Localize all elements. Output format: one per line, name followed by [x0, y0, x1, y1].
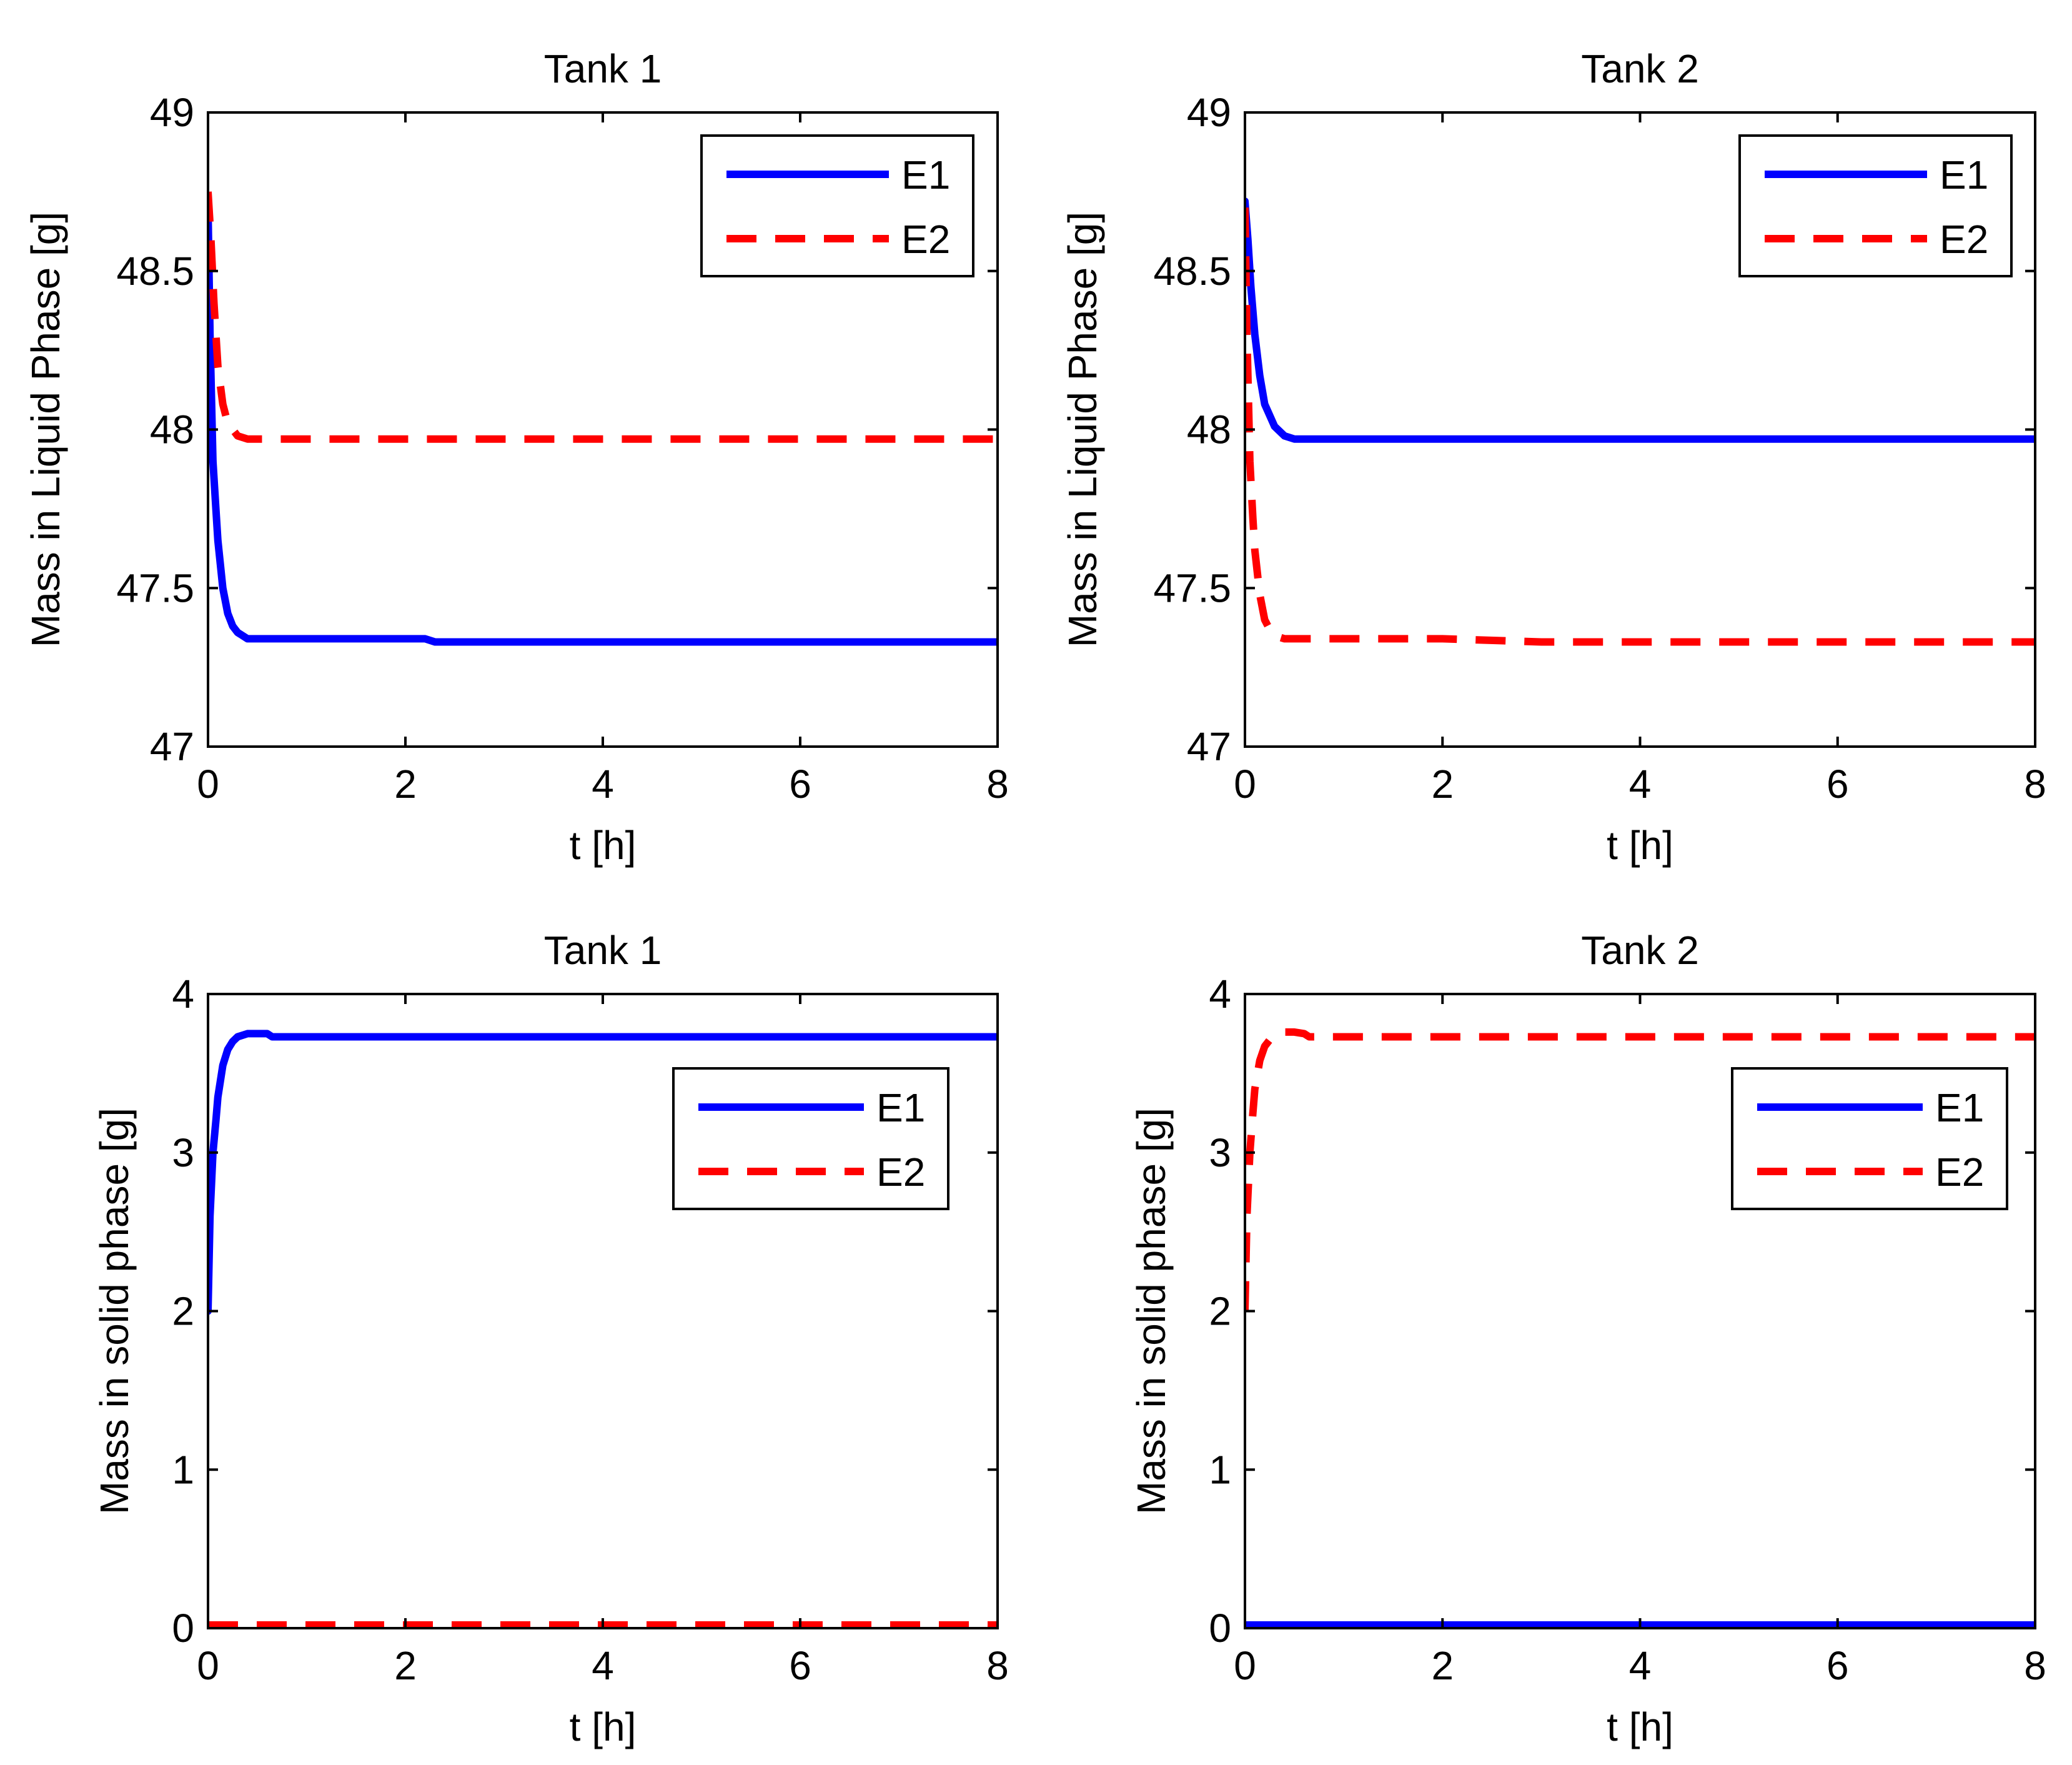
- x-tick-label: 8: [986, 762, 1009, 807]
- x-tick-label: 0: [1234, 762, 1256, 807]
- series-line-e2: [1245, 207, 2035, 646]
- y-tick-label: 1: [172, 1447, 194, 1492]
- legend-label-e2: E2: [1935, 1150, 1984, 1195]
- x-tick-label: 2: [1431, 1643, 1454, 1688]
- x-tick-label: 8: [986, 1643, 1009, 1688]
- y-axis-label: Mass in Liquid Phase [g]: [1060, 212, 1105, 647]
- x-tick-label: 6: [789, 1643, 811, 1688]
- series-line-e1: [1245, 197, 2035, 443]
- legend-label-e2: E2: [1940, 217, 1988, 262]
- y-tick-label: 48.5: [1153, 249, 1231, 294]
- x-tick-label: 8: [2024, 762, 2046, 807]
- y-tick-label: 0: [1209, 1606, 1231, 1651]
- y-tick-label: 3: [1209, 1130, 1231, 1175]
- legend-label-e1: E1: [1935, 1085, 1984, 1130]
- y-tick-label: 47: [1187, 724, 1231, 769]
- y-tick-label: 2: [172, 1289, 194, 1334]
- legend-box: [700, 134, 974, 277]
- x-axis-label: t [h]: [1607, 823, 1673, 868]
- y-tick-label: 2: [1209, 1289, 1231, 1334]
- chart-panel-1: 0 2 4 6 8 47 47.5 48 48.5 49 Tank 1 t [h] Mass in Li…: [23, 46, 1009, 868]
- legend-label-e1: E1: [1940, 152, 1988, 197]
- x-axis-label: t [h]: [1607, 1704, 1673, 1749]
- x-axis-label: t [h]: [570, 823, 637, 868]
- x-tick-label: 2: [394, 1643, 417, 1688]
- y-tick-label: 48: [150, 407, 194, 452]
- series-line-e2: [208, 191, 998, 443]
- chart-title: Tank 1: [544, 928, 662, 973]
- chart-panel-4: 0 2 4 6 8 0 1 2 3 4 Tank 2 t [h] Mass in solid phase…: [1129, 928, 2046, 1749]
- x-tick-label: 0: [197, 1643, 219, 1688]
- x-tick-label: 8: [2024, 1643, 2046, 1688]
- y-tick-label: 47: [150, 724, 194, 769]
- y-axis-label: Mass in solid phase [g]: [92, 1108, 137, 1514]
- series-line-e2: [1245, 1028, 2035, 1311]
- legend-box: [1738, 134, 2013, 277]
- x-tick-label: 4: [592, 762, 614, 807]
- series-line-e1: [208, 1030, 998, 1315]
- x-tick-label: 2: [1431, 762, 1454, 807]
- y-tick-label: 47.5: [116, 565, 194, 610]
- x-tick-label: 0: [197, 762, 219, 807]
- y-tick-label: 0: [172, 1606, 194, 1651]
- legend-box: [672, 1067, 949, 1210]
- series-group: [208, 191, 998, 646]
- chart-panel-2: 0 2 4 6 8 47 47.5 48 48.5 49 Tank 2 t [h] Mass in Li…: [1060, 46, 2046, 868]
- legend-label-e1: E1: [901, 152, 950, 197]
- series-group: [1245, 197, 2035, 646]
- x-tick-label: 6: [1827, 1643, 1849, 1688]
- y-axis-label: Mass in solid phase [g]: [1129, 1108, 1174, 1514]
- legend-label-e2: E2: [901, 217, 950, 262]
- chart-title: Tank 2: [1581, 928, 1699, 973]
- x-tick-label: 4: [1629, 762, 1652, 807]
- x-tick-label: 2: [394, 762, 417, 807]
- legend-label-e2: E2: [876, 1150, 925, 1195]
- x-tick-label: 6: [1827, 762, 1849, 807]
- y-tick-label: 1: [1209, 1447, 1231, 1492]
- y-tick-label: 49: [150, 90, 194, 135]
- x-tick-label: 6: [789, 762, 811, 807]
- y-axis-label: Mass in Liquid Phase [g]: [23, 212, 68, 647]
- x-tick-label: 4: [592, 1643, 614, 1688]
- y-tick-label: 4: [172, 972, 194, 1017]
- chart-title: Tank 1: [544, 46, 662, 91]
- y-tick-label: 4: [1209, 972, 1231, 1017]
- legend-label-e1: E1: [876, 1085, 925, 1130]
- x-tick-label: 4: [1629, 1643, 1652, 1688]
- y-tick-label: 47.5: [1153, 565, 1231, 610]
- legend-box: [1731, 1067, 2008, 1210]
- x-axis-label: t [h]: [570, 1704, 637, 1749]
- y-tick-label: 48: [1187, 407, 1231, 452]
- y-tick-label: 3: [172, 1130, 194, 1175]
- chart-title: Tank 2: [1581, 46, 1699, 91]
- series-line-e1: [208, 204, 998, 646]
- chart-panel-3: 0 2 4 6 8 0 1 2 3 4 Tank 1 t [h] Mass in solid phase…: [92, 928, 1009, 1749]
- x-tick-label: 0: [1234, 1643, 1256, 1688]
- y-tick-label: 49: [1187, 90, 1231, 135]
- y-tick-label: 48.5: [116, 249, 194, 294]
